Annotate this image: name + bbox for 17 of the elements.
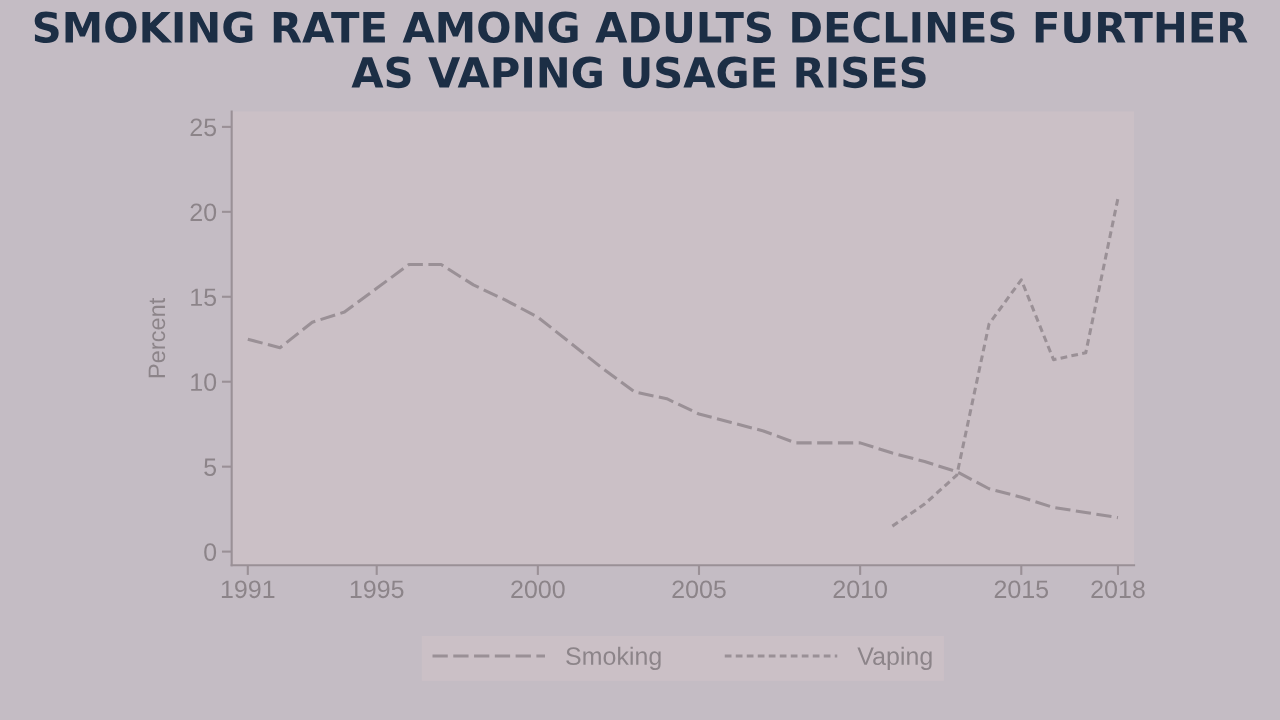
x-tick-label: 2018: [1091, 580, 1145, 599]
chart-title: SMOKING RATE AMONG ADULTS DECLINES FURTHER AS VAPING USAGE RISES: [34, 11, 1248, 89]
legend-label: Smoking: [566, 646, 661, 670]
y-tick-label: 15: [191, 288, 217, 307]
y-tick-label: 25: [190, 118, 217, 137]
y-tick-label: 20: [190, 203, 217, 222]
legend-label: Vaping: [857, 646, 932, 670]
x-tick-label: 2005: [672, 580, 726, 599]
x-tick-label: 1995: [350, 580, 404, 599]
x-tick-label: 2010: [833, 580, 887, 599]
y-tick-label: 5: [204, 458, 217, 476]
x-tick-label: 2000: [511, 580, 565, 599]
x-tick-label: 2015: [994, 580, 1049, 599]
y-tick-label: 0: [204, 543, 217, 561]
y-tick-label: 10: [191, 373, 217, 392]
y-axis-title: Percent: [148, 297, 166, 378]
x-tick-label: 1991: [221, 580, 275, 599]
